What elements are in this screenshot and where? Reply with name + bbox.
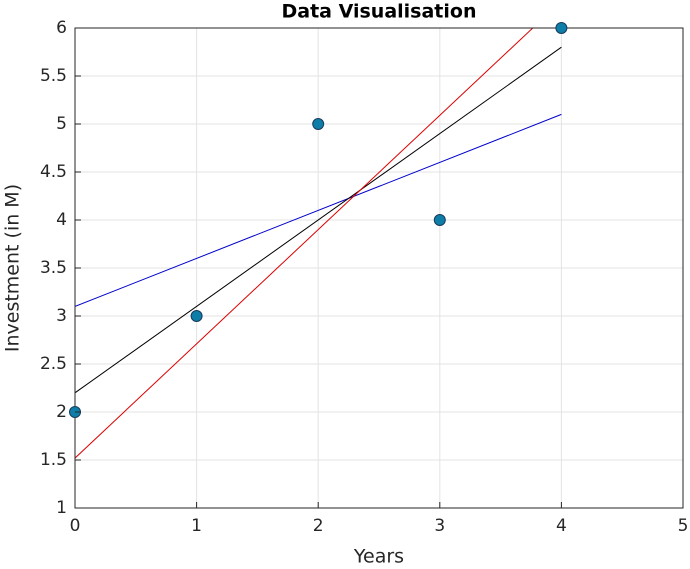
fit-line bbox=[75, 113, 562, 307]
data-point bbox=[190, 310, 203, 322]
x-tick-label: 1 bbox=[191, 516, 202, 536]
fit-line bbox=[75, 46, 562, 394]
y-tick-label: 2 bbox=[56, 402, 67, 422]
x-tick-label: 0 bbox=[70, 516, 81, 536]
x-tick-label: 4 bbox=[556, 516, 567, 536]
y-tick-label: 6 bbox=[56, 18, 67, 38]
y-tick-label: 2.5 bbox=[40, 354, 67, 374]
x-tick-label: 2 bbox=[313, 516, 324, 536]
x-tick-label: 3 bbox=[434, 516, 445, 536]
fit-line bbox=[75, 28, 534, 459]
y-tick-label: 5 bbox=[56, 114, 67, 134]
y-tick-label: 4 bbox=[56, 210, 67, 230]
y-tick-label: 1 bbox=[56, 498, 67, 518]
y-tick-label: 5.5 bbox=[40, 66, 67, 86]
y-tick-label: 3 bbox=[56, 306, 67, 326]
x-tick-label: 5 bbox=[678, 516, 689, 536]
x-axis-label: Years bbox=[353, 546, 404, 568]
y-tick-label: 4.5 bbox=[40, 162, 67, 182]
data-point bbox=[312, 118, 325, 130]
y-axis-label: Investment (in M) bbox=[2, 184, 24, 352]
y-tick-label: 3.5 bbox=[40, 258, 67, 278]
data-point bbox=[555, 22, 568, 34]
data-point bbox=[433, 214, 446, 226]
y-tick-label: 1.5 bbox=[40, 450, 67, 470]
chart-title: Data Visualisation bbox=[282, 1, 477, 23]
